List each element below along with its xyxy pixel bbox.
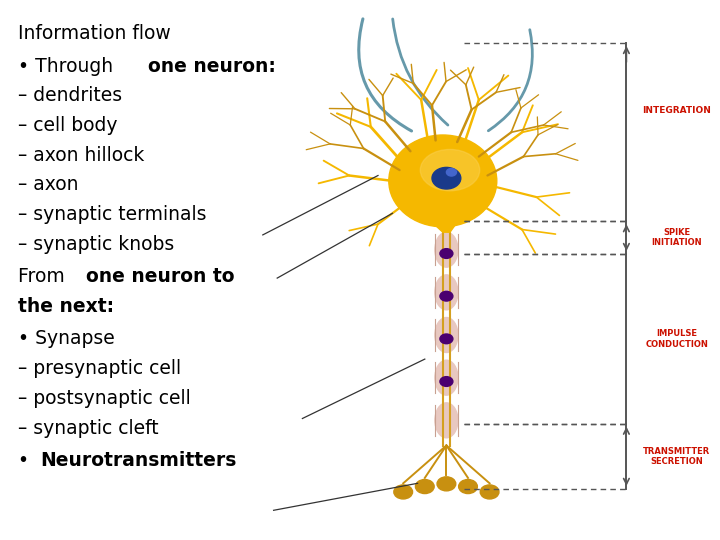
Ellipse shape	[435, 275, 458, 310]
Text: one neuron:: one neuron:	[148, 57, 276, 76]
Ellipse shape	[389, 135, 497, 227]
Text: – axon: – axon	[18, 176, 78, 194]
Text: – axon hillock: – axon hillock	[18, 146, 145, 165]
Text: SPIKE
INITIATION: SPIKE INITIATION	[652, 228, 702, 247]
Text: TRANSMITTER
SECRETION: TRANSMITTER SECRETION	[643, 447, 711, 466]
Ellipse shape	[435, 403, 458, 438]
Ellipse shape	[435, 232, 458, 267]
Circle shape	[459, 480, 477, 494]
Text: – cell body: – cell body	[18, 116, 117, 135]
Circle shape	[415, 480, 434, 494]
Text: IMPULSE
CONDUCTION: IMPULSE CONDUCTION	[645, 329, 708, 348]
Text: – synaptic terminals: – synaptic terminals	[18, 205, 207, 224]
Circle shape	[437, 477, 456, 491]
Circle shape	[440, 334, 453, 344]
Text: – synaptic cleft: – synaptic cleft	[18, 418, 158, 437]
Circle shape	[440, 292, 453, 301]
Text: – synaptic knobs: – synaptic knobs	[18, 235, 174, 254]
Text: – presynaptic cell: – presynaptic cell	[18, 359, 181, 378]
Ellipse shape	[435, 360, 458, 395]
Polygon shape	[432, 222, 457, 232]
Text: • Synapse: • Synapse	[18, 329, 114, 348]
Circle shape	[432, 167, 461, 189]
Text: From: From	[18, 267, 71, 286]
Text: one neuron to: one neuron to	[86, 267, 235, 286]
Circle shape	[394, 485, 413, 499]
Ellipse shape	[435, 318, 458, 353]
Circle shape	[440, 377, 453, 387]
Text: •: •	[18, 451, 35, 470]
Text: • Through: • Through	[18, 57, 119, 76]
Text: – dendrites: – dendrites	[18, 86, 122, 105]
Ellipse shape	[420, 150, 480, 191]
Circle shape	[446, 168, 456, 176]
Text: INTEGRATION: INTEGRATION	[642, 106, 711, 115]
Text: the next:: the next:	[18, 297, 114, 316]
Text: Information flow: Information flow	[18, 24, 171, 43]
Text: – postsynaptic cell: – postsynaptic cell	[18, 389, 191, 408]
Text: Neurotransmitters: Neurotransmitters	[40, 451, 236, 470]
Circle shape	[440, 248, 453, 259]
Circle shape	[480, 485, 499, 499]
